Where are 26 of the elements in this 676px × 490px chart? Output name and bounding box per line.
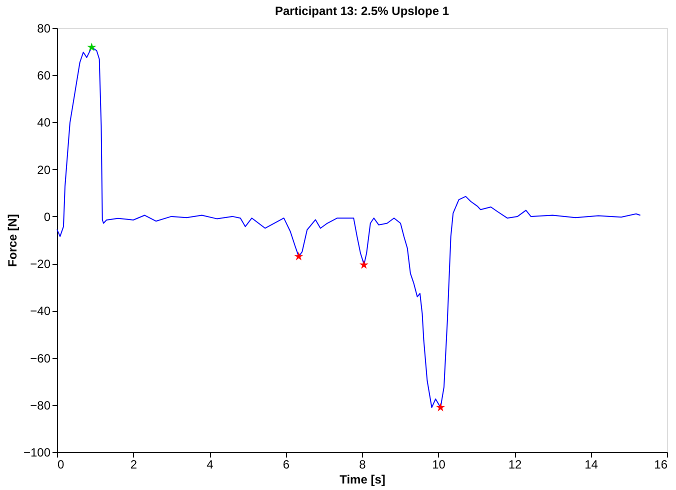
x-tick-label: 8 [359, 458, 366, 472]
chart-title: Participant 13: 2.5% Upslope 1 [274, 4, 450, 18]
y-axis-title: Force [N] [5, 214, 20, 267]
x-tick-label: 12 [508, 458, 522, 472]
point [87, 42, 96, 52]
y-tick-label: 80 [37, 22, 51, 36]
point [359, 260, 368, 269]
x-tick-label: 14 [584, 458, 598, 472]
y-tick-label: 60 [37, 68, 51, 83]
y-tick-label: −100 [23, 446, 51, 460]
point [294, 252, 304, 260]
point [436, 402, 446, 412]
y-tick-label: −20 [30, 257, 51, 272]
x-tick-label: 2 [130, 458, 138, 472]
y-tick-label: −60 [30, 351, 51, 366]
x-tick-label: 4 [206, 458, 214, 472]
x-tick-label: 10 [432, 458, 446, 472]
y-tick-label: −40 [30, 304, 51, 318]
y-tick-label: 40 [37, 116, 51, 130]
x-tick-label: 0 [58, 458, 64, 472]
x-tick-label: 6 [282, 458, 290, 472]
y-tick-label: 20 [37, 162, 51, 177]
x-tick-label: 16 [654, 458, 668, 472]
y-tick-label: 0 [44, 210, 51, 224]
y-tick-label: −80 [30, 398, 51, 412]
x-axis-title: Time [s] [340, 472, 386, 486]
